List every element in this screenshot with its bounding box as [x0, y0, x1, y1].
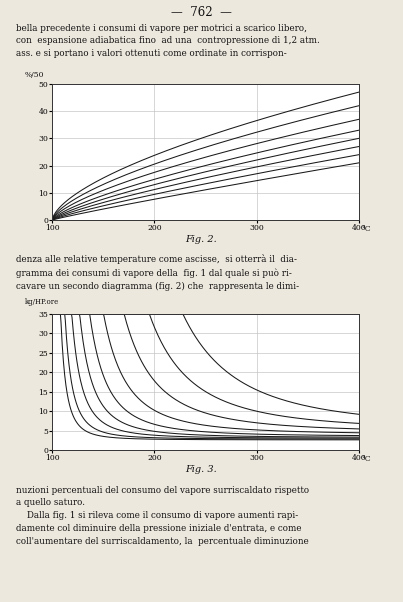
Text: °C: °C: [362, 225, 371, 234]
Text: denza alle relative temperature come ascisse,  si otterrà il  dia-
gramma dei co: denza alle relative temperature come asc…: [16, 255, 299, 291]
Text: %/50: %/50: [25, 70, 44, 79]
Text: —  762  —: — 762 —: [171, 5, 232, 19]
Text: nuzioni percentuali del consumo del vapore surriscaldato rispetto
a quello satur: nuzioni percentuali del consumo del vapo…: [16, 486, 309, 546]
Text: Fig. 3.: Fig. 3.: [186, 465, 217, 474]
Text: bella precedente i consumi di vapore per motrici a scarico libero,
con  espansio: bella precedente i consumi di vapore per…: [16, 23, 320, 58]
Text: kg/HP.ore: kg/HP.ore: [25, 298, 59, 306]
Text: Fig. 2.: Fig. 2.: [186, 235, 217, 244]
Text: °C: °C: [362, 456, 371, 464]
